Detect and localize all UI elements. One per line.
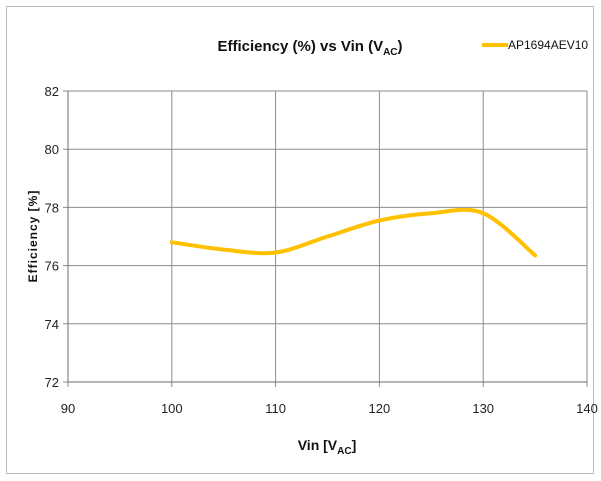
legend-label: AP1694AEV10 [508,38,588,52]
series-line-0 [169,207,538,258]
chart-frame [6,6,594,474]
xlabel-main: Vin [V [298,437,338,453]
x-axis-label: Vin [VAC] [298,437,357,457]
y-tick-label: 82 [45,84,59,99]
y-tick-label: 74 [45,317,59,332]
plot-series [169,207,538,258]
chart-title: Efficiency (%) vs Vin (VAC) [217,38,402,58]
x-tick-label: 130 [472,401,494,416]
y-tick-label: 72 [45,375,59,390]
x-tick-label: 120 [369,401,391,416]
xlabel-subscript: AC [337,446,351,457]
title-tail: ) [398,38,403,55]
tick-labels: 72 74 76 78 80 82 90 100 110 120 130 140 [45,84,598,416]
xlabel-tail: ] [352,437,357,453]
title-subscript: AC [383,47,397,58]
y-tick-label: 78 [45,200,59,215]
legend: AP1694AEV10 [482,38,588,52]
y-tick-label: 76 [45,259,59,274]
x-tick-label: 100 [161,401,183,416]
x-tick-label: 110 [265,401,286,416]
x-tick-label: 90 [61,401,75,416]
gridlines [63,90,588,387]
title-main: Efficiency (%) vs Vin (V [217,38,383,55]
y-tick-label: 80 [45,142,59,157]
y-axis-label: Efficiency [%] [26,190,40,283]
x-tick-label: 140 [576,401,598,416]
